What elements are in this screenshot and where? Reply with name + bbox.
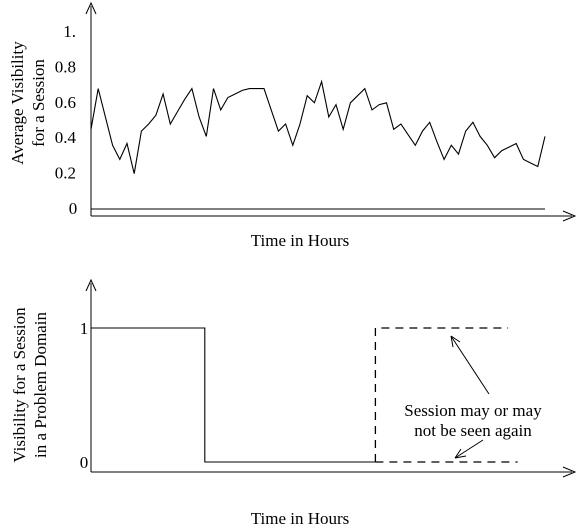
annotation-arrow-up-head xyxy=(450,335,461,348)
bottom-series-group xyxy=(91,327,518,463)
top-y-tick-label: 0.8 xyxy=(55,57,76,76)
top-y-tick-label: 0 xyxy=(69,199,78,218)
bottom-solid-series xyxy=(91,327,376,463)
top-y-axis-label-line1: Average Visibility xyxy=(8,41,27,165)
top-y-tick-label: 0.2 xyxy=(55,164,76,183)
top-y-axis-arrowhead xyxy=(85,1,97,15)
annotation-arrow-down-head xyxy=(454,448,467,459)
annotation-arrow-up xyxy=(450,335,490,395)
bottom-chart: 01 Session may or may not be seen again … xyxy=(10,278,577,528)
bottom-y-tick-labels: 01 xyxy=(80,319,89,472)
top-x-axis-arrowhead xyxy=(562,210,577,222)
annotation-line1: Session may or may xyxy=(404,401,542,420)
top-x-axis-label: Time in Hours xyxy=(251,231,350,250)
annotation-arrow-down xyxy=(454,439,484,459)
bottom-y-tick-label: 1 xyxy=(80,319,89,338)
top-y-tick-labels: 0 0.2 0.4 0.6 0.8 1. xyxy=(55,22,78,218)
bottom-y-axis-label-line1: Visibility for a Session xyxy=(10,307,29,463)
bottom-y-axis-arrowhead xyxy=(85,278,97,292)
annotation: Session may or may not be seen again xyxy=(404,335,542,459)
top-y-tick-label: 1. xyxy=(63,22,76,41)
bottom-y-tick-label: 0 xyxy=(80,453,89,472)
top-chart: 0 0.2 0.4 0.6 0.8 1. Time in Hours Average Vi… xyxy=(8,1,577,250)
bottom-x-axis-arrowhead xyxy=(562,466,577,478)
annotation-line2: not be seen again xyxy=(414,421,532,440)
top-y-tick-label: 0.4 xyxy=(55,128,77,147)
bottom-dashed-series-1 xyxy=(374,327,509,462)
top-y-axis-label-line2: for a Session xyxy=(29,59,48,147)
top-series-line xyxy=(90,79,546,174)
bottom-x-axis-label: Time in Hours xyxy=(251,509,350,528)
top-series-group xyxy=(90,79,546,210)
top-y-tick-label: 0.6 xyxy=(55,93,76,112)
bottom-y-axis-label-line2: in a Problem Domain xyxy=(31,312,50,458)
